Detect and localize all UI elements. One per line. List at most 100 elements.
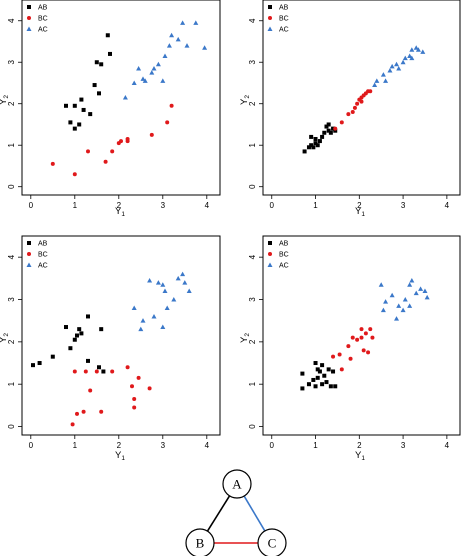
- node-c: [257, 528, 287, 556]
- data-point-ac: [413, 290, 419, 296]
- data-point-bc: [119, 139, 123, 144]
- data-point-ab: [72, 337, 77, 342]
- data-point-bc: [339, 120, 344, 125]
- data-point-ac: [407, 282, 413, 287]
- data-point-ab: [331, 126, 336, 131]
- legend-marker-ab: [27, 241, 31, 245]
- x-tick-label: 1: [73, 441, 78, 450]
- data-point-ab: [328, 130, 333, 135]
- y-tick-label: 1: [7, 142, 16, 147]
- x-axis-title: Y1: [355, 206, 365, 218]
- legend-marker-bc: [27, 252, 31, 256]
- data-point-bc: [339, 367, 344, 372]
- data-point-ab: [328, 384, 333, 389]
- data-point-ab: [86, 314, 90, 319]
- data-point-ab: [315, 143, 320, 148]
- data-point-ab: [79, 97, 84, 102]
- node-label-b: B: [196, 536, 205, 551]
- data-point-ab: [105, 33, 110, 38]
- data-point-bc: [88, 388, 93, 393]
- x-tick-label: 2: [357, 201, 362, 210]
- data-point-bc: [352, 105, 357, 110]
- legend-label-ab: AB: [38, 241, 48, 248]
- x-tick-label: 0: [29, 441, 34, 450]
- data-point-ab: [313, 384, 318, 389]
- data-point-bc: [348, 356, 353, 361]
- triangle-diagram: A B C: [185, 469, 287, 556]
- legend-label-ac: AC: [279, 263, 289, 270]
- data-point-ab: [72, 126, 77, 131]
- data-point-bc: [361, 348, 366, 353]
- data-point-ab: [79, 331, 84, 336]
- legend-marker-bc: [268, 16, 272, 20]
- y-tick-label: 4: [248, 18, 257, 23]
- data-point-ab: [313, 361, 318, 366]
- data-point-ac: [149, 70, 155, 75]
- series-ac: [131, 271, 192, 332]
- data-point-ab: [313, 141, 318, 146]
- data-point-ac: [160, 78, 166, 83]
- data-point-ac: [407, 53, 413, 59]
- data-point-ab: [72, 103, 77, 108]
- y-axis-title: Y2: [0, 333, 10, 343]
- data-point-ab: [306, 382, 311, 387]
- legend-label-bc: BC: [279, 252, 289, 259]
- data-point-bc: [132, 405, 137, 410]
- data-point-ac: [186, 288, 192, 294]
- data-point-ab: [315, 375, 320, 380]
- data-point-ab: [50, 354, 55, 359]
- x-axis-title: Y1: [115, 450, 125, 462]
- data-point-ab: [88, 112, 93, 117]
- data-point-bc: [103, 159, 108, 164]
- data-point-ab: [317, 369, 322, 374]
- legend-marker-ab: [268, 241, 272, 245]
- y-tick-label: 1: [248, 381, 257, 386]
- x-tick-label: 0: [270, 441, 275, 450]
- data-point-ac: [131, 80, 137, 85]
- data-point-ac: [151, 313, 157, 319]
- legend-marker-ab: [268, 5, 272, 9]
- node-label-a: A: [232, 477, 242, 492]
- scatter-panel-3: 0 1 2 3 4 0 1 2 3 4 Y1 Y2 AB BC AC: [0, 235, 221, 462]
- data-point-bc: [72, 369, 77, 374]
- data-point-ac: [409, 47, 415, 52]
- data-point-ab: [326, 367, 331, 372]
- data-point-ac: [162, 288, 168, 294]
- data-point-ac: [169, 32, 175, 38]
- data-point-ac: [396, 303, 402, 308]
- data-point-ac: [400, 307, 406, 313]
- legend: AB BC AC: [26, 5, 48, 34]
- data-point-ab: [320, 134, 325, 139]
- scatter-panel-2: 0 1 2 3 4 0 1 2 3 4 Y1 Y2 AB BC AC: [239, 0, 461, 218]
- data-point-bc: [75, 411, 79, 416]
- data-point-bc: [136, 375, 141, 380]
- data-point-ac: [374, 78, 380, 83]
- scatter-panels: 0 1 2 3 4 0 1 2 3 4 Y1 Y2 AB BC AC 0 1 2 3 4 0 1 2 3 4 Y1 Y2 AB BC AC…: [0, 0, 461, 462]
- plot-frame: [21, 235, 221, 436]
- data-point-ab: [97, 91, 101, 96]
- x-tick-label: 2: [117, 441, 122, 450]
- x-tick-label: 2: [117, 201, 122, 210]
- data-point-ac: [142, 78, 148, 83]
- data-point-ac: [420, 49, 426, 54]
- data-point-bc: [350, 335, 355, 340]
- y-tick-label: 2: [7, 339, 16, 344]
- data-point-ac: [387, 68, 393, 73]
- data-point-ac: [378, 282, 384, 287]
- data-point-ab: [313, 136, 318, 141]
- data-point-ac: [193, 20, 199, 25]
- x-tick-label: 1: [73, 201, 78, 210]
- data-point-ab: [68, 346, 73, 351]
- data-point-bc: [355, 101, 360, 106]
- series-ac: [372, 45, 426, 88]
- data-point-ac: [164, 305, 170, 310]
- data-point-ac: [155, 280, 161, 285]
- data-point-bc: [110, 369, 115, 374]
- data-point-ac: [383, 78, 389, 83]
- data-point-bc: [99, 409, 104, 414]
- x-tick-label: 0: [270, 201, 275, 210]
- data-point-ac: [415, 47, 421, 52]
- data-point-ab: [302, 149, 307, 154]
- legend-marker-bc: [268, 252, 272, 256]
- data-point-bc: [83, 369, 88, 374]
